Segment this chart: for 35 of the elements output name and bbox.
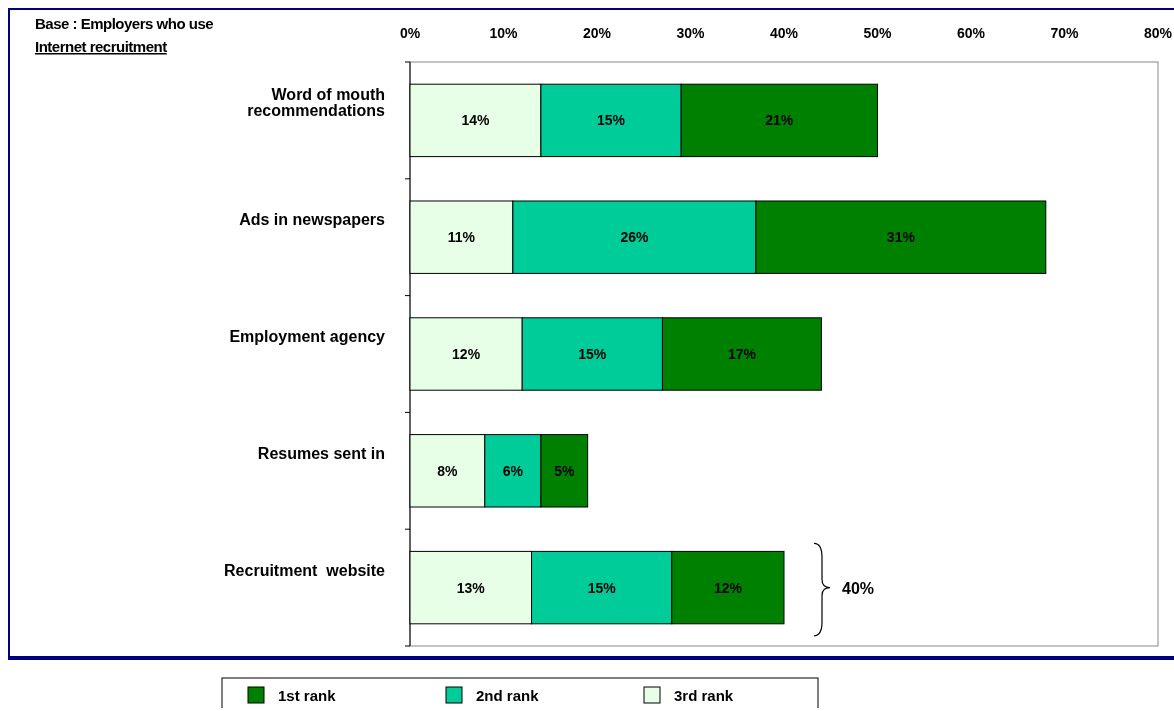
legend-label: 2nd rank [476, 687, 540, 704]
x-tick-label: 10% [489, 25, 519, 41]
data-label: 17% [727, 346, 757, 362]
y-tick-label: Word of mouth recommendations [247, 86, 386, 120]
x-tick-label: 50% [863, 25, 893, 41]
y-tick-label: Resumes sent in [257, 444, 385, 462]
x-tick-label: 70% [1050, 25, 1080, 41]
data-label: 8% [437, 462, 459, 479]
x-tick-label: 0% [399, 25, 421, 41]
data-label: 14% [461, 112, 491, 129]
data-label: 13% [456, 579, 486, 596]
text: Base : Employers who use [35, 15, 214, 32]
data-label: 12% [452, 346, 481, 362]
x-tick-label: 20% [582, 25, 612, 41]
y-tick-label: Employment agency [229, 328, 386, 345]
y-tick-label: Ads in newspapers [239, 211, 386, 229]
data-label: 6% [502, 462, 524, 479]
data-label: 15% [578, 346, 607, 362]
text: Internet recruitment [35, 38, 168, 55]
data-label: 5% [554, 462, 575, 479]
legend-label: 1st rank [278, 687, 337, 704]
x-tick-label: 40% [769, 25, 799, 41]
data-label: 21% [765, 112, 794, 129]
data-label: 12% [713, 579, 743, 596]
data-label: 15% [587, 579, 617, 596]
legend-label: 3rd rank [674, 687, 734, 704]
x-tick-label: 80% [1143, 25, 1173, 41]
x-tick-label: 60% [956, 25, 986, 41]
x-tick-label: 30% [676, 25, 706, 41]
data-label: 15% [597, 112, 626, 129]
y-tick-label: Recruitment website [224, 561, 386, 579]
data-label: 31% [886, 229, 916, 246]
annotation: 40% [842, 579, 875, 597]
data-label: 26% [620, 229, 649, 246]
data-label: 11% [447, 229, 476, 246]
